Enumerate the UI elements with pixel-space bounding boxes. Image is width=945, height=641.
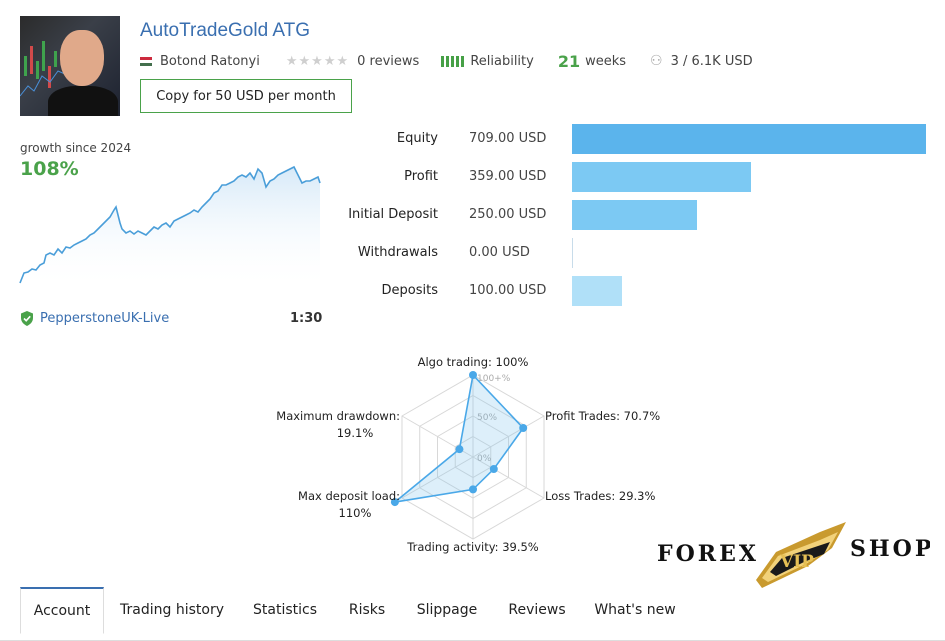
weeks-label: weeks [585, 53, 627, 69]
logo-text-left: FOREX [657, 541, 759, 567]
radar-value-point[interactable] [519, 424, 528, 433]
financial-label: Withdrawals [357, 245, 438, 260]
leverage-value: 1:30 [290, 311, 323, 326]
radar-tick-label: 100+% [477, 374, 511, 384]
radar-axis-line [472, 456, 545, 499]
avatar-chart-background [20, 41, 65, 97]
subscribers-icon: ⚇ [650, 53, 663, 69]
radar-value-area [392, 373, 525, 504]
growth-sparkline[interactable] [18, 155, 323, 290]
radar-axis-label: Maximum drawdown: [276, 409, 400, 423]
financial-row: Deposits 100.00 USD [320, 276, 930, 306]
financial-value: 0.00 USD [469, 245, 530, 260]
radar-axis-line [401, 456, 474, 499]
tab-whats-new[interactable]: What's new [594, 602, 676, 618]
financial-bar [572, 200, 697, 230]
financial-label: Deposits [381, 283, 438, 298]
financial-label: Equity [396, 131, 438, 146]
financial-label: Initial Deposit [348, 207, 438, 222]
avatar-face [60, 30, 104, 86]
avatar [20, 16, 120, 116]
avatar-body [48, 86, 118, 116]
financial-bar [572, 124, 926, 154]
financial-value: 250.00 USD [469, 207, 547, 222]
radar-axis-label: Max deposit load: [298, 489, 400, 503]
radar-axis-line [472, 415, 545, 458]
logo-text-vip: VIP [779, 552, 814, 572]
radar-axis-value: 110% [339, 506, 372, 520]
radar-axis-value: 19.1% [337, 426, 374, 440]
reviews-count[interactable]: 0 reviews [357, 53, 420, 69]
radar-value-point[interactable] [469, 485, 477, 494]
reliability-label: Reliability [470, 53, 534, 69]
financial-value: 100.00 USD [469, 283, 547, 298]
copy-subscribe-button[interactable]: Copy for 50 USD per month [140, 79, 352, 113]
weeks-number: 21 [557, 51, 581, 71]
hungary-flag-icon [140, 56, 152, 66]
financial-row: Initial Deposit 250.00 USD [320, 200, 930, 230]
financial-row: Profit 359.00 USD [320, 162, 930, 192]
tab-risks[interactable]: Risks [348, 602, 386, 618]
tab-bar: Account Trading history Statistics Risks… [0, 587, 945, 641]
financial-value: 359.00 USD [469, 169, 547, 184]
growth-label: growth since 2024 [20, 141, 132, 155]
radar-axis-label: Loss Trades: 29.3% [545, 489, 655, 503]
forex-vip-shop-logo: FOREX VIP SHOP [657, 522, 930, 588]
radar-axis-label: Profit Trades: 70.7% [545, 409, 660, 423]
logo-text-right: SHOP [850, 536, 930, 562]
tab-account[interactable]: Account [20, 587, 104, 634]
financial-row: Withdrawals 0.00 USD [320, 238, 930, 268]
financial-row: Equity 709.00 USD [320, 124, 930, 154]
financial-value: 709.00 USD [469, 131, 547, 146]
server-name[interactable]: PepperstoneUK-Live [40, 311, 170, 326]
financial-bar [572, 238, 573, 268]
radar-value-point[interactable] [455, 445, 464, 454]
radar-axis-label: Algo trading: 100% [418, 355, 529, 369]
growth-line [19, 165, 321, 284]
radar-chart: 100+% 50% 0% Algo trading: 100% Profit Trade… [276, 355, 660, 554]
financial-bar [572, 276, 622, 306]
page-title[interactable]: AutoTradeGold ATG [140, 20, 311, 41]
radar-value-point[interactable] [489, 465, 498, 474]
tab-statistics[interactable]: Statistics [253, 602, 317, 618]
radar-axis-label: Trading activity: 39.5% [406, 540, 539, 554]
radar-value-point[interactable] [469, 371, 477, 379]
tab-reviews[interactable]: Reviews [508, 602, 566, 618]
growth-value: 108% [20, 158, 79, 180]
tab-trading-history[interactable]: Trading history [120, 602, 224, 618]
server-link[interactable]: PepperstoneUK-Live [20, 311, 169, 326]
financial-bar [572, 162, 751, 192]
reliability-bars-icon [441, 55, 465, 67]
subscribers-count: 3 / 6.1K USD [670, 53, 753, 69]
tab-slippage[interactable]: Slippage [416, 602, 478, 618]
author-name[interactable]: Botond Ratonyi [160, 53, 260, 69]
radar-value-point[interactable] [390, 498, 399, 507]
rating-stars-icon: ★★★★★ [285, 53, 350, 69]
radar-tick-label: 0% [477, 454, 492, 464]
financial-label: Profit [404, 169, 438, 184]
radar-tick-label: 50% [477, 413, 497, 423]
signal-meta-row: Botond Ratonyi ★★★★★ 0 reviews Reliabili… [140, 51, 753, 71]
verified-shield-icon [21, 311, 33, 326]
